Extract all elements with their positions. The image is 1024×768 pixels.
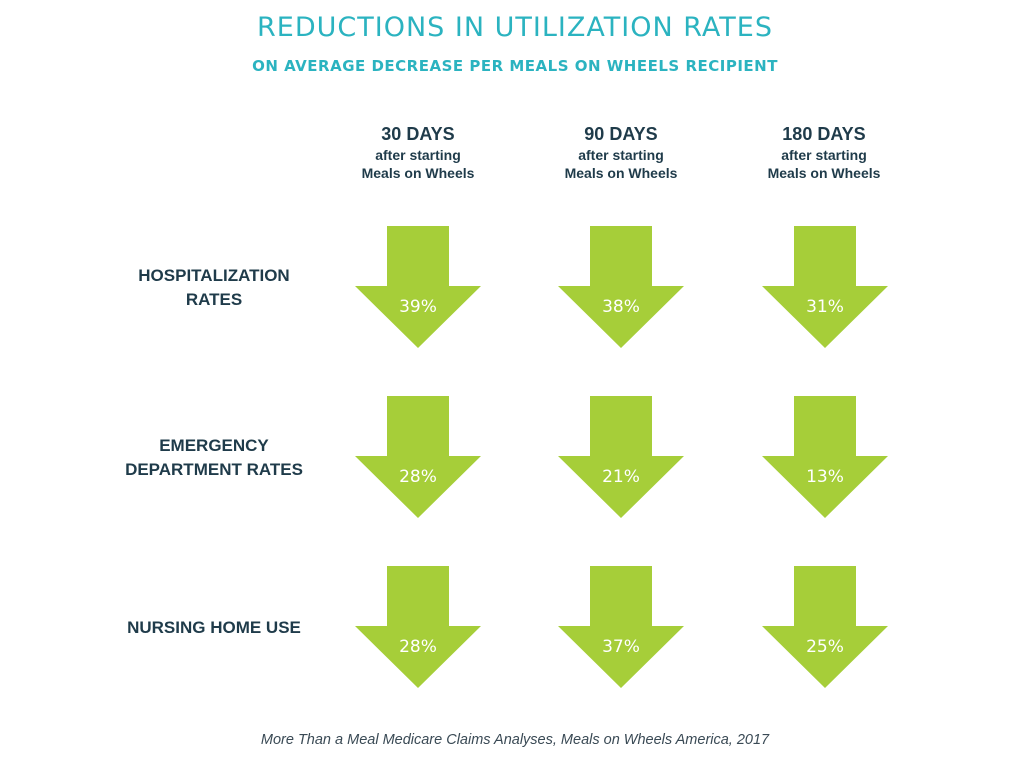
row-label-line1: HOSPITALIZATION	[138, 266, 290, 285]
column-header-30-days: 30 DAYS after starting Meals on Wheels	[328, 122, 508, 182]
down-arrow-icon	[558, 396, 684, 518]
chart-title: REDUCTIONS IN UTILIZATION RATES	[257, 12, 773, 43]
arrow-emergency-90-days: 21%	[558, 396, 684, 518]
row-label-hospitalization: HOSPITALIZATION RATES	[114, 264, 314, 312]
column-line2: Meals on Wheels	[361, 165, 475, 181]
column-days: 180 DAYS	[782, 124, 866, 144]
column-line1: after starting	[375, 147, 461, 163]
column-header-180-days: 180 DAYS after starting Meals on Wheels	[734, 122, 914, 182]
down-arrow-icon	[558, 226, 684, 348]
chart-subtitle: ON AVERAGE DECREASE PER MEALS ON WHEELS …	[252, 57, 778, 75]
value-label: 28%	[399, 467, 437, 487]
value-label: 38%	[602, 297, 640, 317]
down-arrow-icon	[558, 566, 684, 688]
value-label: 21%	[602, 467, 640, 487]
value-label: 31%	[806, 297, 844, 317]
arrow-nursing-home-30-days: 28%	[355, 566, 481, 688]
value-label: 28%	[399, 637, 437, 657]
down-arrow-icon	[355, 566, 481, 688]
row-label-line1: EMERGENCY	[159, 436, 269, 455]
arrow-emergency-30-days: 28%	[355, 396, 481, 518]
value-label: 13%	[806, 467, 844, 487]
down-arrow-icon	[762, 226, 888, 348]
column-days: 30 DAYS	[381, 124, 455, 144]
column-line2: Meals on Wheels	[564, 165, 678, 181]
arrow-hospitalization-30-days: 39%	[355, 226, 481, 348]
down-arrow-icon	[355, 226, 481, 348]
value-label: 25%	[806, 637, 844, 657]
row-label-line2: RATES	[185, 290, 243, 309]
value-label: 39%	[399, 297, 437, 317]
arrow-nursing-home-180-days: 25%	[762, 566, 888, 688]
column-days: 90 DAYS	[584, 124, 658, 144]
column-line1: after starting	[781, 147, 867, 163]
row-label-emergency: EMERGENCY DEPARTMENT RATES	[114, 434, 314, 482]
column-header-90-days: 90 DAYS after starting Meals on Wheels	[531, 122, 711, 182]
column-line1: after starting	[578, 147, 664, 163]
row-label-nursing-home: NURSING HOME USE	[114, 616, 314, 640]
arrow-emergency-180-days: 13%	[762, 396, 888, 518]
column-line2: Meals on Wheels	[767, 165, 881, 181]
arrow-nursing-home-90-days: 37%	[558, 566, 684, 688]
down-arrow-icon	[762, 566, 888, 688]
source-note: More Than a Meal Medicare Claims Analyse…	[260, 732, 770, 748]
down-arrow-icon	[762, 396, 888, 518]
row-label-line2: DEPARTMENT RATES	[125, 460, 303, 479]
row-label-line1: NURSING HOME USE	[127, 618, 301, 637]
down-arrow-icon	[355, 396, 481, 518]
value-label: 37%	[602, 637, 640, 657]
arrow-hospitalization-90-days: 38%	[558, 226, 684, 348]
arrow-hospitalization-180-days: 31%	[762, 226, 888, 348]
